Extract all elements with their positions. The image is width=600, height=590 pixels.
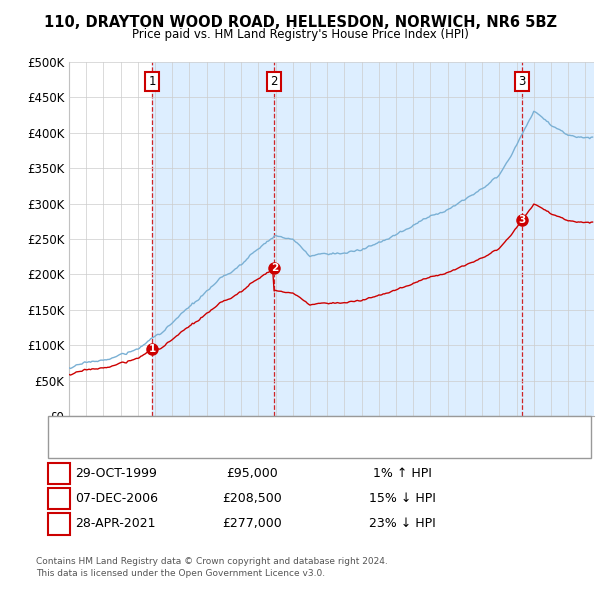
Text: 29-OCT-1999: 29-OCT-1999 xyxy=(75,467,157,480)
Text: 07-DEC-2006: 07-DEC-2006 xyxy=(75,492,158,505)
Text: 1: 1 xyxy=(55,467,63,480)
Text: Contains HM Land Registry data © Crown copyright and database right 2024.: Contains HM Land Registry data © Crown c… xyxy=(36,557,388,566)
Text: 110, DRAYTON WOOD ROAD, HELLESDON, NORWICH, NR6 5BZ (detached house): 110, DRAYTON WOOD ROAD, HELLESDON, NORWI… xyxy=(99,424,521,434)
Text: 28-APR-2021: 28-APR-2021 xyxy=(75,517,155,530)
Text: 3: 3 xyxy=(518,75,526,88)
Text: £277,000: £277,000 xyxy=(222,517,282,530)
Text: Price paid vs. HM Land Registry's House Price Index (HPI): Price paid vs. HM Land Registry's House … xyxy=(131,28,469,41)
Text: £95,000: £95,000 xyxy=(226,467,278,480)
Bar xyxy=(152,62,274,416)
Text: 110, DRAYTON WOOD ROAD, HELLESDON, NORWICH, NR6 5BZ: 110, DRAYTON WOOD ROAD, HELLESDON, NORWI… xyxy=(44,15,557,30)
Text: 1: 1 xyxy=(149,344,156,353)
Text: 15% ↓ HPI: 15% ↓ HPI xyxy=(368,492,436,505)
Text: 1% ↑ HPI: 1% ↑ HPI xyxy=(373,467,431,480)
Bar xyxy=(274,62,522,416)
Text: £208,500: £208,500 xyxy=(222,492,282,505)
Text: 2: 2 xyxy=(271,75,278,88)
Text: 3: 3 xyxy=(518,215,526,225)
Bar xyxy=(522,62,594,416)
Text: 3: 3 xyxy=(55,517,63,530)
Text: 2: 2 xyxy=(55,492,63,505)
Text: 2: 2 xyxy=(271,263,278,273)
Text: 23% ↓ HPI: 23% ↓ HPI xyxy=(368,517,436,530)
Text: This data is licensed under the Open Government Licence v3.0.: This data is licensed under the Open Gov… xyxy=(36,569,325,578)
Text: HPI: Average price, detached house, Broadland: HPI: Average price, detached house, Broa… xyxy=(99,440,345,450)
Text: 1: 1 xyxy=(148,75,156,88)
